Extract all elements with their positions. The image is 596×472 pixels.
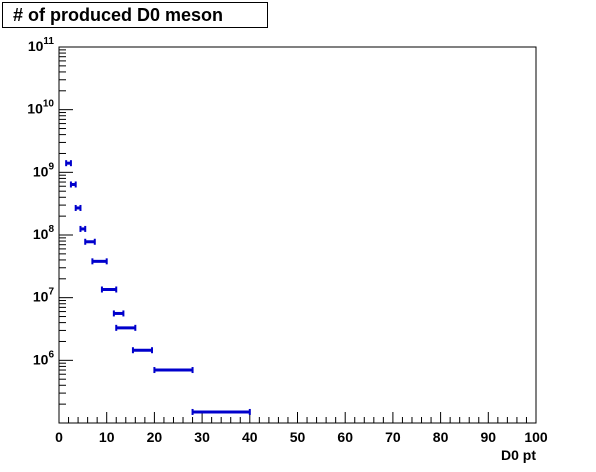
data-point — [65, 160, 72, 167]
data-point — [91, 258, 108, 265]
x-tick-label: 60 — [337, 429, 353, 445]
y-tick-label: 106 — [33, 349, 55, 367]
x-tick-label: 80 — [433, 429, 449, 445]
x-tick-label: 10 — [99, 429, 115, 445]
x-tick-label: 50 — [290, 429, 306, 445]
data-point — [100, 286, 118, 293]
data-point — [84, 238, 96, 245]
data-point — [112, 310, 125, 317]
x-axis-label: D0 pt — [501, 447, 536, 463]
chart-title: # of produced D0 meson — [13, 5, 224, 25]
x-tick-label: 40 — [242, 429, 258, 445]
y-tick-label: 1010 — [27, 99, 54, 117]
x-tick-label: 100 — [524, 429, 548, 445]
data-points — [65, 160, 251, 415]
axis-ticks — [58, 46, 537, 424]
y-tick-label: 108 — [33, 224, 55, 242]
data-point — [69, 181, 77, 188]
data-point — [153, 367, 194, 374]
data-point — [74, 204, 82, 211]
y-tick-label: 107 — [33, 287, 55, 305]
y-tick-label: 109 — [33, 161, 55, 179]
x-tick-label: 70 — [385, 429, 401, 445]
data-point — [191, 408, 251, 415]
data-point — [79, 225, 87, 232]
chart-title-box: # of produced D0 meson — [2, 2, 268, 28]
x-tick-label: 20 — [147, 429, 163, 445]
axis-tick-labels: 0 10 20 30 40 50 60 70 80 90 100 106 107 108 109 1010 10… — [27, 36, 548, 445]
data-point — [131, 347, 154, 354]
x-tick-label: 90 — [481, 429, 497, 445]
data-point — [115, 324, 137, 331]
x-tick-label: 0 — [55, 429, 63, 445]
plot-frame — [58, 46, 537, 424]
y-tick-label: 1011 — [28, 36, 55, 54]
x-tick-label: 30 — [194, 429, 210, 445]
